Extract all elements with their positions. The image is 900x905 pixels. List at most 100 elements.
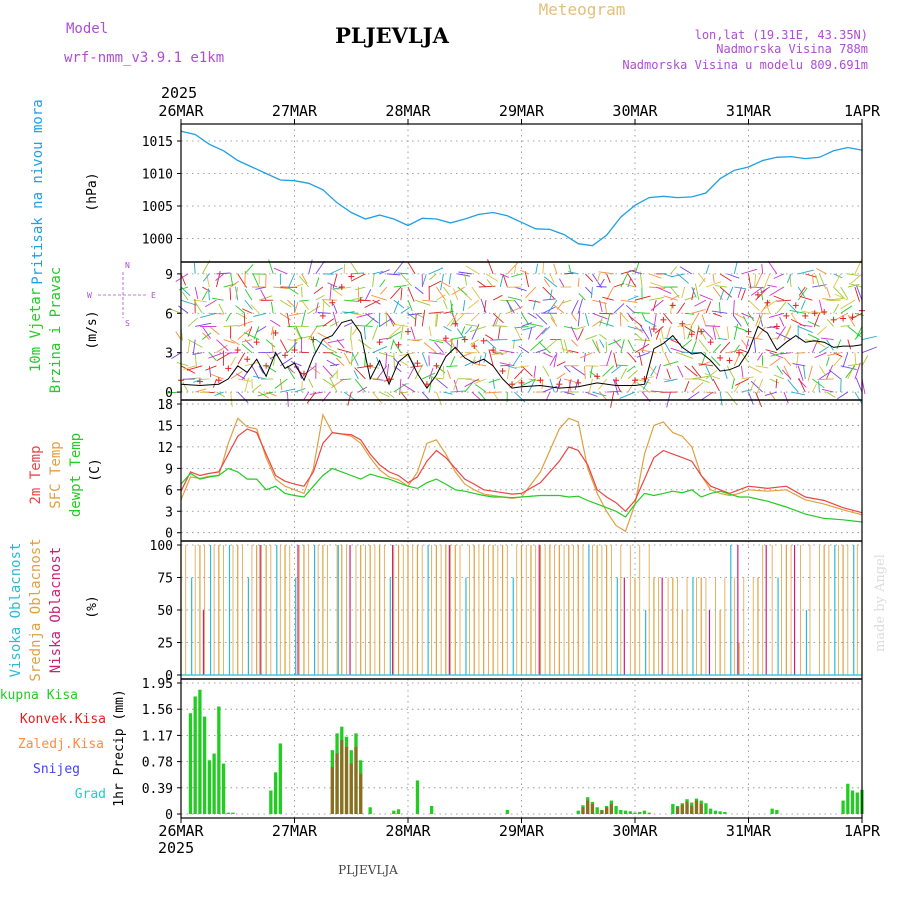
- legend-total-rain: Ukupna Kisa: [0, 688, 78, 703]
- wind-arrow: [584, 353, 585, 362]
- wind-arrow: [511, 274, 521, 277]
- wind-arrow: [355, 368, 366, 379]
- wind-arrow: [774, 375, 784, 379]
- precip-bar-convective: [610, 804, 613, 814]
- precip-bar-total: [856, 793, 859, 814]
- wind-arrow: [493, 295, 502, 300]
- wind-arrow: [596, 286, 606, 287]
- precip-bar-total: [392, 811, 395, 814]
- wind-arrow: [732, 379, 734, 389]
- precip-bar-total: [846, 784, 849, 814]
- wind-arrow: [770, 379, 779, 383]
- wind-arrow: [245, 264, 253, 273]
- wind-arrow: [597, 274, 599, 283]
- wind-arrow: [607, 274, 611, 283]
- wind-arrow: [373, 325, 378, 339]
- precip-legend: Ukupna Kisa Konvek.Kisa Zaledj.Kisa Snij…: [0, 688, 106, 802]
- wind-arrow: [607, 350, 612, 366]
- ytick-label: 0.39: [142, 782, 173, 797]
- wind-arrow: [651, 300, 663, 310]
- wind-arrow: [656, 364, 660, 379]
- wind-arrow: [855, 287, 860, 302]
- wind-arrow: [365, 300, 380, 307]
- wind-arrow: [834, 357, 842, 366]
- wind-arrow: [387, 364, 389, 379]
- wind-arrow: [327, 360, 337, 366]
- wind-arrow: [271, 302, 273, 313]
- temperature-axis-unit: (C): [88, 458, 103, 481]
- precip-bar-total: [222, 764, 225, 814]
- wind-arrow: [323, 302, 324, 314]
- wind-arrow: [536, 349, 547, 353]
- wind-arrow: [328, 340, 344, 343]
- wind-arrow: [702, 329, 713, 340]
- precip-bar-total: [718, 811, 721, 814]
- wind-arrow: [671, 348, 685, 352]
- wind-arrow: [765, 392, 777, 395]
- wind-arrow: [280, 340, 287, 353]
- ytick-label: 1010: [142, 168, 173, 183]
- wind-arrow: [500, 274, 509, 278]
- ytick-label: 9: [165, 268, 173, 283]
- wind-arrow: [356, 325, 373, 326]
- wind-arrow: [253, 376, 266, 379]
- wind-axis-name: 10m Vjetar: [28, 288, 44, 372]
- wind-arrow: [195, 287, 198, 299]
- wind-arrow: [216, 345, 227, 352]
- wind-arrow: [238, 379, 251, 381]
- wind-arrow: [485, 335, 493, 340]
- wind-arrow: [727, 326, 729, 338]
- wind-arrow: [331, 379, 344, 388]
- precip-bar-total: [506, 810, 509, 814]
- precip-bar-convective: [700, 804, 703, 814]
- wind-arrow: [529, 327, 532, 340]
- precip-axis-name-text: 1hr Precip: [112, 728, 127, 806]
- wind-arrow: [834, 304, 839, 313]
- wind-arrow: [459, 272, 472, 274]
- ytick-label: 1015: [142, 135, 173, 150]
- wind-arrow: [855, 353, 856, 365]
- wind-arrow: [394, 286, 407, 288]
- wind-arrow: [327, 348, 337, 353]
- wind-arrow: [415, 287, 423, 294]
- wind-arrow: [216, 273, 230, 274]
- wind-arrow: [412, 340, 422, 341]
- wind-arrow: [741, 289, 745, 300]
- precip-bar-total: [208, 760, 211, 814]
- wind-arrow: [664, 296, 678, 300]
- wind-arrow: [718, 338, 728, 339]
- wind-arrow: [727, 274, 739, 278]
- wind-arrow: [784, 392, 788, 403]
- wind-arrow: [692, 341, 697, 353]
- wind-arrow: [498, 326, 500, 338]
- wind-arrow: [408, 367, 415, 379]
- wind-arrow: [735, 379, 748, 386]
- wind-arrow: [373, 273, 375, 287]
- wind-arrow: [408, 300, 412, 311]
- precip-bar-total: [269, 790, 272, 814]
- precip-bar-total: [198, 690, 201, 814]
- wind-arrow: [178, 306, 188, 313]
- precip-bar-total: [227, 813, 230, 814]
- wind-arrow: [327, 283, 337, 287]
- high-cloud-axis-name: Visoka Oblacnost: [8, 543, 24, 678]
- bottom-day-label: 28MAR: [385, 822, 431, 840]
- wind-arrow: [475, 385, 486, 393]
- precip-bar-total: [619, 810, 622, 814]
- ytick-label: 12: [157, 441, 173, 456]
- bottom-day-label: 30MAR: [612, 822, 658, 840]
- wind-arrow: [461, 326, 464, 335]
- wind-arrow: [649, 326, 652, 336]
- precip-bar-total: [709, 809, 712, 814]
- ytick-label: 0: [165, 808, 173, 823]
- wind-arrow: [344, 323, 352, 327]
- precip-bar-total: [643, 811, 646, 814]
- ytick-label: 25: [157, 637, 173, 652]
- wind-arrow: [702, 392, 713, 399]
- ytick-label: 0.78: [142, 756, 173, 771]
- wind-arrow: [600, 313, 614, 314]
- wind-arrow: [764, 300, 777, 309]
